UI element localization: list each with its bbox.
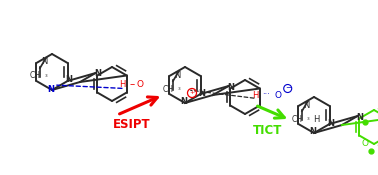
- Text: O: O: [136, 80, 143, 89]
- Text: $_3$: $_3$: [44, 72, 48, 80]
- Text: CH: CH: [291, 114, 302, 124]
- Text: N: N: [227, 82, 234, 92]
- Text: N: N: [94, 69, 101, 79]
- Text: ESIPT: ESIPT: [113, 118, 151, 131]
- Text: N: N: [198, 89, 205, 97]
- Text: CH: CH: [29, 72, 40, 80]
- Text: H: H: [119, 80, 126, 89]
- Text: +: +: [189, 90, 195, 96]
- Text: $_3$: $_3$: [306, 115, 310, 123]
- Text: N: N: [41, 58, 47, 66]
- Text: N: N: [310, 127, 316, 135]
- Text: N: N: [48, 85, 54, 93]
- Text: H: H: [253, 91, 259, 100]
- Text: $_3$: $_3$: [177, 85, 181, 93]
- Text: N: N: [303, 100, 309, 110]
- Text: ···: ···: [262, 90, 270, 99]
- Text: O: O: [274, 91, 281, 100]
- Text: CH: CH: [163, 85, 174, 93]
- Text: N: N: [327, 118, 334, 128]
- Text: −: −: [285, 86, 291, 92]
- Text: –: –: [129, 79, 134, 89]
- Text: H: H: [313, 116, 319, 124]
- Text: N: N: [174, 71, 180, 79]
- Text: N: N: [181, 96, 187, 106]
- Text: N: N: [356, 113, 363, 121]
- Text: TICT: TICT: [253, 124, 283, 136]
- Text: N: N: [65, 75, 72, 85]
- Text: O: O: [362, 139, 369, 148]
